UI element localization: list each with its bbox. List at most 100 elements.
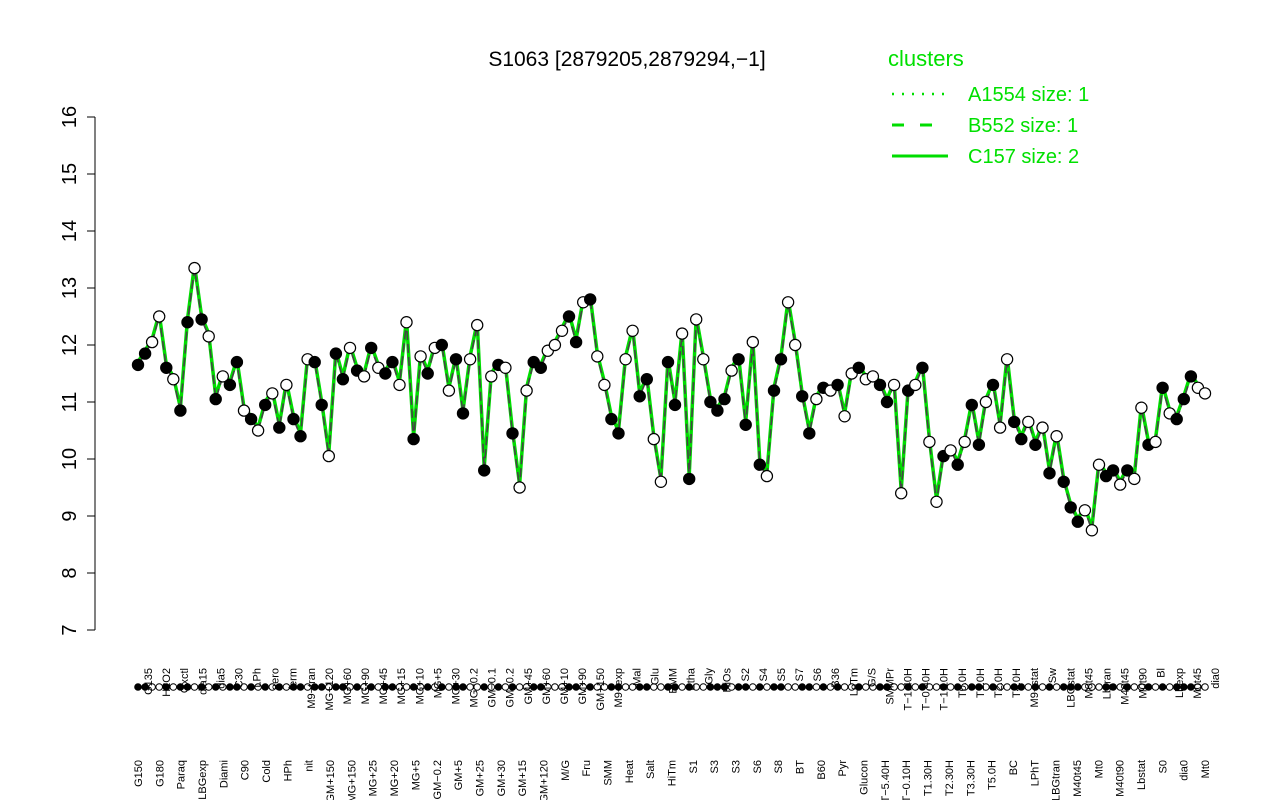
x-tick-label: T2.0H — [993, 668, 1005, 698]
x-tick-label: S7 — [794, 668, 806, 681]
data-point — [1121, 464, 1134, 477]
x-tick-label: Mt0 — [1093, 760, 1105, 778]
data-point — [315, 398, 328, 412]
x-marker — [134, 683, 142, 691]
data-point — [880, 395, 894, 409]
x-tick-label: B36 — [830, 668, 842, 688]
x-marker — [862, 683, 870, 691]
x-tick-label: Oxctl — [179, 668, 191, 693]
x-tick-label: M0t90 — [1138, 668, 1150, 699]
x-marker — [1194, 683, 1202, 691]
data-point — [612, 427, 625, 440]
x-tick-label: GM+150 — [595, 668, 607, 711]
data-point — [251, 424, 265, 437]
x-tick-label: LoTm — [848, 668, 860, 696]
y-tick-label: 14 — [59, 220, 81, 242]
data-point — [244, 412, 258, 426]
data-point — [308, 355, 321, 369]
data-point — [506, 427, 519, 440]
data-point — [584, 293, 597, 306]
x-tick-label: T5.0H — [987, 760, 999, 790]
x-tick-label: GM+60 — [541, 668, 553, 704]
x-tick-label: Glucon — [859, 760, 871, 795]
x-marker — [1095, 683, 1103, 691]
x-tick-label: nit — [304, 760, 316, 772]
data-point — [174, 404, 187, 417]
data-point — [746, 335, 760, 349]
y-axis-ticks: 7 8 9 10 11 12 13 14 15 16 — [59, 106, 95, 636]
y-tick-label: 12 — [59, 334, 81, 356]
x-tick-label: dia0 — [1210, 668, 1222, 689]
data-point — [259, 398, 272, 412]
data-point — [513, 481, 526, 494]
data-point — [1128, 472, 1141, 486]
x-tick-label: LPh — [252, 668, 264, 688]
data-point — [478, 464, 491, 477]
data-point — [718, 392, 731, 406]
x-marker — [155, 683, 163, 691]
x-tick-label: MG+10 — [414, 668, 426, 704]
data-point — [993, 421, 1007, 434]
x-tick-label: BT — [795, 760, 807, 774]
x-tick-label: GM+25 — [474, 760, 486, 796]
x-tick-label: MG+120 — [324, 668, 336, 711]
x-tick-label: Glu — [649, 668, 661, 685]
x-tick-label: T1.30H — [923, 760, 935, 796]
x-marker — [593, 683, 602, 691]
x-tick-label: Fru — [581, 760, 593, 777]
x-tick-label: S6 — [812, 668, 824, 681]
x-tick-label: HiOs — [722, 668, 734, 693]
data-point — [1106, 464, 1120, 477]
x-tick-label: GM+15 — [517, 760, 529, 796]
x-marker — [812, 683, 821, 691]
data-point — [781, 296, 795, 309]
x-marker — [176, 683, 185, 691]
data-point — [668, 398, 682, 412]
data-point — [499, 361, 512, 374]
x-tick-label: B60 — [816, 760, 828, 780]
data-point — [675, 327, 689, 340]
x-marker — [763, 683, 771, 691]
data-point — [972, 438, 986, 451]
x-tick-label: M9−stat — [1029, 668, 1041, 707]
data-point — [520, 384, 533, 397]
x-tick-label: Cold — [261, 760, 273, 783]
data-point — [386, 355, 399, 369]
x-marker — [741, 683, 750, 691]
x-tick-label: S6 — [752, 760, 764, 773]
x-tick-label: GM+90 — [577, 668, 589, 704]
x-marker — [784, 683, 792, 691]
x-tick-label: S8 — [773, 760, 785, 773]
y-tick-label: 11 — [59, 392, 81, 413]
x-marker — [1045, 683, 1054, 691]
data-point — [195, 313, 208, 326]
x-marker — [1137, 683, 1146, 691]
data-point — [287, 412, 300, 426]
data-point — [1015, 432, 1028, 446]
x-tick-label: M0t45 — [1083, 668, 1095, 699]
x-marker — [749, 683, 757, 691]
data-point — [456, 407, 470, 420]
data-point — [138, 347, 152, 360]
x-marker — [226, 683, 234, 691]
data-point — [979, 395, 993, 409]
x-marker — [734, 683, 743, 691]
data-point — [633, 390, 646, 403]
x-marker — [1024, 683, 1033, 691]
data-point — [661, 355, 675, 369]
x-tick-label: SMMPr — [885, 668, 897, 705]
x-tick-label: T0.0H — [957, 668, 969, 698]
x-tick-label: S1 — [688, 760, 700, 773]
y-tick-label: 16 — [59, 106, 81, 128]
x-marker — [1158, 683, 1167, 691]
data-point — [965, 398, 979, 412]
data-point — [654, 475, 668, 488]
data-point — [421, 367, 434, 380]
x-marker — [572, 683, 580, 691]
x-marker — [770, 683, 778, 691]
x-marker — [819, 683, 828, 691]
x-marker — [1003, 683, 1011, 691]
data-point — [1071, 515, 1085, 528]
x-tick-label: MG+25 — [368, 760, 380, 796]
data-point — [1043, 467, 1056, 480]
